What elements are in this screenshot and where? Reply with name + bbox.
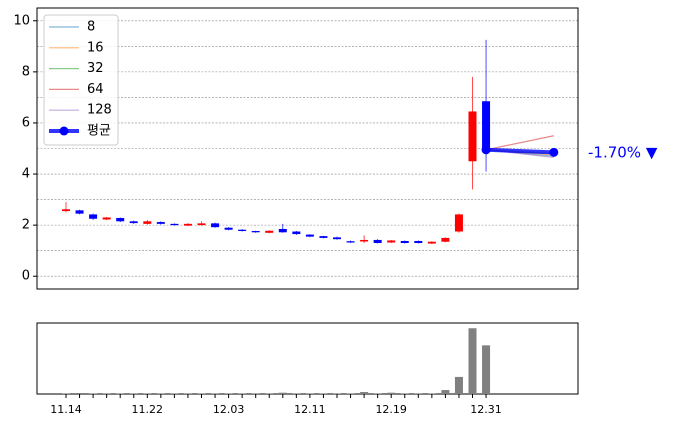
volume-bar [454, 376, 463, 394]
y-tick-label: 0 [22, 269, 30, 284]
candle-body [482, 101, 491, 152]
candle-body [305, 234, 314, 237]
candle-body [360, 239, 369, 242]
volume-bar [468, 328, 477, 394]
volume-bar [346, 393, 355, 394]
candle-body [129, 221, 138, 224]
volume-bar [265, 393, 274, 394]
legend-marker [59, 126, 69, 136]
volume-bar [102, 393, 111, 394]
candle-body [238, 229, 247, 232]
candle-body [89, 214, 98, 219]
legend: 8 16 32 64 128 평균 [43, 14, 119, 146]
legend-label: 8 [87, 20, 95, 35]
volume-bar [211, 393, 220, 394]
volume-bar [89, 393, 98, 394]
ma-line [485, 135, 554, 151]
volume-bar [427, 393, 436, 394]
volume-bar [116, 393, 125, 394]
volume-bar [62, 393, 70, 394]
volume-bar [333, 393, 341, 394]
volume-bar [387, 392, 396, 394]
x-tick-label: 11.22 [132, 403, 164, 416]
volume-bar [224, 393, 233, 394]
candle-body [441, 237, 450, 242]
volume-bar [400, 393, 409, 394]
volume-bar [156, 393, 165, 394]
legend-label: 128 [87, 103, 112, 118]
y-tick-label: 4 [22, 167, 30, 182]
volume-bar [373, 393, 382, 394]
volume-bar [129, 393, 138, 394]
candle-body [170, 223, 179, 226]
candle-body [427, 241, 436, 244]
y-tick-label: 8 [22, 64, 30, 79]
x-tick-label: 12.31 [470, 403, 502, 416]
candle-body [414, 240, 423, 244]
candle-body [373, 239, 382, 244]
volume-bar [360, 392, 369, 394]
x-tick-label: 12.19 [375, 403, 407, 416]
candle-body [333, 237, 341, 240]
y-tick-label: 10 [13, 13, 30, 28]
x-tick-label: 12.11 [294, 403, 326, 416]
candle-body [468, 111, 477, 162]
volume-bar [143, 393, 152, 394]
average-line [485, 147, 554, 155]
candle-body [292, 231, 301, 235]
volume-frame [36, 322, 579, 395]
average-marker [549, 147, 559, 157]
volume-bar [414, 393, 423, 394]
legend-label: 16 [87, 40, 104, 55]
change-annotation: -1.70% ▼ [588, 144, 658, 162]
legend-label: 평균 [87, 124, 111, 139]
volume-bar [278, 392, 287, 394]
volume-bar [251, 393, 260, 394]
y-tick-label: 6 [22, 115, 30, 130]
candle-body [156, 222, 165, 224]
candle-body [102, 217, 111, 220]
x-tick-label: 12.03 [213, 403, 245, 416]
volume-bar [441, 390, 450, 394]
candle-body [454, 214, 463, 232]
volume-bar [292, 393, 301, 394]
candle-body [265, 230, 274, 233]
y-tick-label: 2 [22, 218, 30, 233]
volume-bar [183, 393, 192, 394]
legend-label: 32 [87, 61, 104, 76]
candle-body [400, 240, 409, 244]
candle-body [224, 227, 233, 230]
volume-bar [197, 393, 206, 394]
candle-body [143, 221, 152, 224]
candle-body [387, 240, 396, 243]
candle-body [319, 236, 328, 238]
candle-body [75, 210, 84, 214]
x-tick-label: 11.14 [50, 403, 82, 416]
legend-label: 64 [87, 82, 104, 97]
candle-body [346, 241, 355, 243]
volume-bar [482, 345, 491, 394]
volume-bar [319, 393, 328, 394]
volume-bar [170, 393, 179, 394]
candle-body [211, 223, 220, 228]
volume-bar [238, 393, 247, 394]
candle-body [197, 223, 206, 226]
price-frame [36, 7, 579, 290]
candle-body [251, 231, 260, 233]
candle-body [62, 209, 70, 212]
candle-body [116, 217, 125, 222]
candle-body [278, 228, 287, 233]
candle-body [183, 223, 192, 226]
average-marker [481, 145, 491, 155]
volume-bar [305, 393, 314, 394]
